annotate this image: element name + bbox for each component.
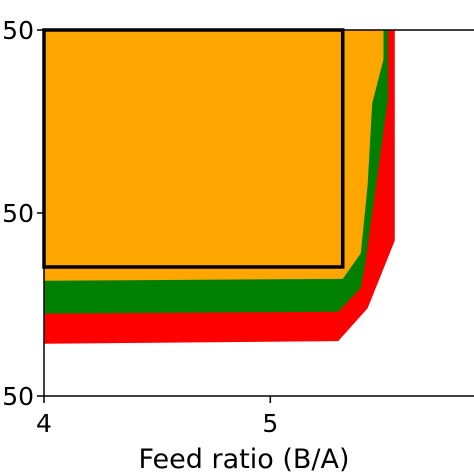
x-tick-label: 5 bbox=[262, 409, 278, 438]
y-tick-label: 50 bbox=[2, 382, 34, 411]
y-tick-label: 150 bbox=[0, 199, 34, 228]
highlight-rectangle bbox=[42, 28, 345, 269]
y-tick-label: 250 bbox=[0, 16, 34, 45]
tick-layer: 4 5 50 150 250 bbox=[0, 16, 278, 438]
x-axis-label: Feed ratio (B/A) bbox=[139, 444, 350, 474]
x-tick-label: 4 bbox=[36, 409, 52, 438]
region-orange bbox=[44, 30, 384, 281]
